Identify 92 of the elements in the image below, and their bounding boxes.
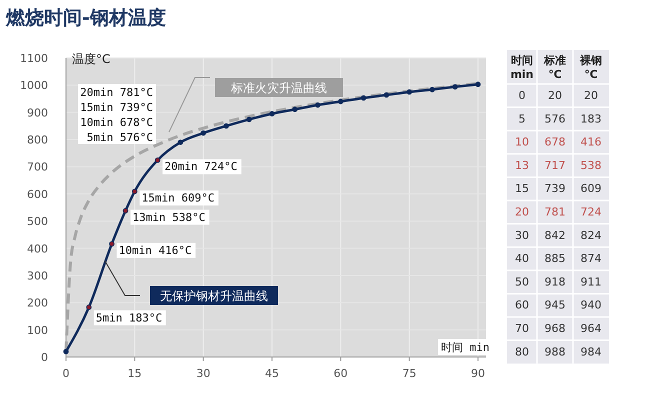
data-label: 918 <box>544 275 566 288</box>
text: 无保护钢材升温曲线 <box>160 289 268 303</box>
data-label: 538 <box>580 158 602 172</box>
y-tick-label: 500 <box>27 215 48 228</box>
x-tick-label: 标准 ℃ <box>543 54 566 81</box>
data-label: 576 <box>544 112 566 126</box>
x-tick-label: 60 <box>334 367 348 380</box>
y-tick-label: 600 <box>27 188 48 201</box>
point <box>475 82 481 88</box>
data-label: 842 <box>544 228 566 242</box>
data-label: 984 <box>580 345 602 358</box>
point <box>292 106 298 112</box>
annotation: 20min 724°C <box>164 160 238 174</box>
data-label: 183 <box>580 112 602 126</box>
annotation: 5min 576°C <box>86 131 153 144</box>
point <box>154 158 160 163</box>
data-label: 416 <box>580 136 602 149</box>
point <box>315 102 320 108</box>
y-tick-label: 700 <box>27 160 48 174</box>
data-label: 874 <box>580 252 602 266</box>
data-label: 911 <box>580 275 602 288</box>
y-tick-label: 50 <box>515 275 529 288</box>
point <box>178 140 184 145</box>
y-tick-label: 10 <box>515 136 529 149</box>
data-label: 717 <box>544 158 566 172</box>
y-tick-label: 15 <box>515 182 529 196</box>
y-tick-label: 40 <box>515 252 529 266</box>
y-tick-label: 800 <box>27 134 48 147</box>
point <box>269 111 275 116</box>
data-label: 988 <box>544 345 566 358</box>
point <box>384 92 390 98</box>
x-tick-label: 45 <box>265 367 279 380</box>
point <box>430 86 435 92</box>
y-axis-title: 时间 min <box>510 54 534 81</box>
x-axis-title: 时间 min <box>441 341 490 354</box>
y-tick-label: 5 <box>518 112 526 126</box>
y-tick-label: 900 <box>27 106 48 120</box>
point <box>122 208 128 214</box>
y-tick-label: 13 <box>515 158 529 172</box>
point <box>63 348 69 354</box>
point <box>452 84 458 90</box>
y-tick-label: 1000 <box>20 79 48 92</box>
y-tick-label: 0 <box>41 351 48 364</box>
annotation: 20min 781°C <box>80 86 153 99</box>
point <box>360 95 366 101</box>
point <box>200 130 206 136</box>
y-tick-label: 100 <box>27 324 48 337</box>
annotation: 13min 538°C <box>132 210 206 224</box>
x-tick-label: 90 <box>471 367 485 380</box>
data-label: 739 <box>544 182 566 196</box>
data-label: 824 <box>580 228 602 242</box>
data-label: 678 <box>544 136 566 149</box>
annotation: 15min 609°C <box>142 191 215 204</box>
series-label: 标准火灾升温曲线 <box>230 81 327 95</box>
data-label: 781 <box>544 206 566 218</box>
y-tick-label: 70 <box>515 322 529 335</box>
y-tick-label: 80 <box>515 345 529 358</box>
x-tick-label: 75 <box>402 367 416 380</box>
y-axis-title: 温度°C <box>72 52 110 66</box>
y-tick-label: 200 <box>27 296 48 310</box>
x-tick-label: 0 <box>62 367 70 380</box>
point <box>132 188 138 194</box>
point <box>86 304 92 310</box>
annotation: 10min 678°C <box>80 116 153 129</box>
y-tick-label: 300 <box>27 269 48 282</box>
annotation: 10min 416°C <box>118 244 192 257</box>
data-label: 968 <box>544 322 566 335</box>
annotation: 15min 739°C <box>80 101 153 114</box>
data-label: 945 <box>544 298 566 312</box>
data-label: 20 <box>584 89 598 102</box>
annotation: 5min 183°C <box>96 311 162 324</box>
y-tick-label: 400 <box>27 242 48 256</box>
y-tick-label: 30 <box>515 228 529 242</box>
y-tick-label: 20 <box>515 206 529 218</box>
x-tick-label: 裸钢 ℃ <box>579 54 602 81</box>
y-tick-label: 60 <box>515 298 529 312</box>
y-tick-label: 0 <box>518 89 526 102</box>
data-label: 20 <box>548 89 562 102</box>
point <box>246 116 252 122</box>
point <box>224 123 229 129</box>
point <box>109 241 114 247</box>
data-label: 724 <box>580 206 602 218</box>
chart-title: 燃烧时间-钢材温度 <box>5 7 166 29</box>
data-label: 609 <box>580 182 602 196</box>
point <box>338 98 344 104</box>
y-tick-label: 1100 <box>20 52 48 65</box>
data-label: 964 <box>580 322 602 335</box>
x-tick-label: 15 <box>128 367 142 380</box>
x-tick-label: 30 <box>196 367 210 380</box>
point <box>406 89 412 95</box>
data-label: 885 <box>544 252 566 266</box>
data-label: 940 <box>580 298 602 312</box>
